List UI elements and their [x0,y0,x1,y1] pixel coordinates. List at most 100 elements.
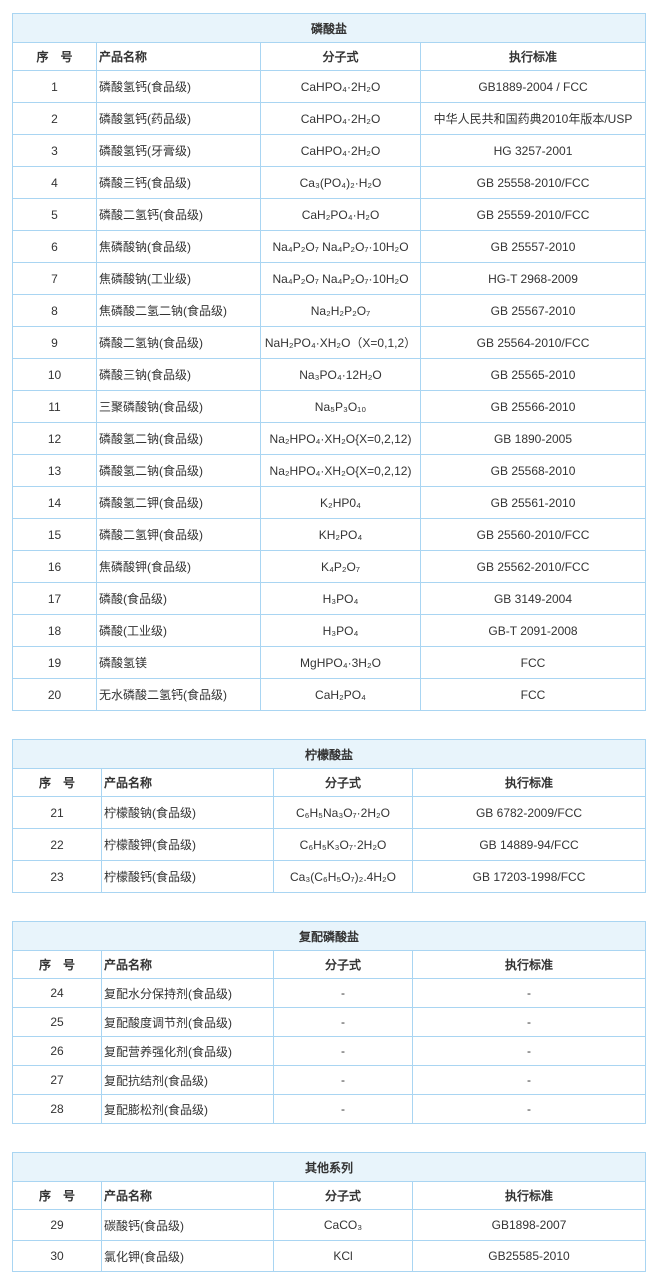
cell-index: 22 [12,828,102,861]
cell-standard: GB 25562-2010/FCC [419,550,647,583]
table-row: 29 碳酸钙(食品级) CaCO₃ GB1898-2007 [12,1209,647,1241]
cell-formula: - [273,978,413,1008]
cell-product-name: 复配膨松剂(食品级) [101,1094,274,1124]
cell-index: 5 [12,198,97,231]
cell-product-name: 磷酸二氢钠(食品级) [96,326,261,359]
column-header-row: 序 号产品名称 分子式 执行标准 [12,1181,647,1210]
cell-index: 2 [12,102,97,135]
table-row: 25 复配酸度调节剂(食品级) - - [12,1007,647,1037]
table-row: 2 磷酸氢钙(药品级) CaHPO₄·2H₂O 中华人民共和国药典2010年版本/US… [12,102,647,135]
cell-index: 4 [12,166,97,199]
cell-standard: - [411,1065,647,1095]
cell-index: 17 [12,582,97,615]
cell-formula: - [273,1065,413,1095]
cell-standard: - [411,1036,647,1066]
table-row: 6 焦磷酸钠(食品级) Na₄P₂O₇ Na₄P₂O₇·10H₂O GB 25557-… [12,230,647,263]
table-row: 10 磷酸三钠(食品级) Na₃PO₄·12H₂O GB 25565-2010 [12,358,647,391]
cell-index: 8 [12,294,97,327]
cell-formula: KCl [273,1240,413,1272]
table-title: 柠檬酸盐 [11,739,647,769]
column-header-name: 产品名称 [96,42,261,71]
cell-formula: - [273,1036,413,1066]
cell-standard: GB 17203-1998/FCC [411,860,647,893]
cell-standard: - [411,1094,647,1124]
column-header-index: 序 号 [12,768,102,797]
cell-index: 23 [12,860,102,893]
cell-product-name: 磷酸三钙(食品级) [96,166,261,199]
table-title: 磷酸盐 [11,13,647,43]
cell-product-name: 磷酸(食品级) [96,582,261,615]
table-row: 30 氯化钾(食品级) KCl GB25585-2010 [12,1240,647,1272]
table-row: 8 焦磷酸二氢二钠(食品级) Na₂H₂P₂O₇ GB 25567-2010 [12,294,647,327]
cell-index: 26 [12,1036,102,1066]
cell-formula: K₄P₂O₇ [260,550,421,583]
cell-index: 29 [12,1209,102,1241]
cell-index: 1 [12,70,97,103]
cell-index: 10 [12,358,97,391]
column-header-standard: 执行标准 [411,1181,647,1210]
cell-product-name: 磷酸二氢钾(食品级) [96,518,261,551]
table-row: 23 柠檬酸钙(食品级) Ca₃(C₆H₅O₇)₂.4H₂O GB 17203-199… [12,860,647,893]
cell-product-name: 磷酸三钠(食品级) [96,358,261,391]
cell-standard: HG-T 2968-2009 [419,262,647,295]
table-row: 12 磷酸氢二钠(食品级) Na₂HPO₄·XH₂O{X=0,2,12) GB 189… [12,422,647,455]
cell-product-name: 磷酸氢钙(食品级) [96,70,261,103]
cell-product-name: 柠檬酸钙(食品级) [101,860,274,893]
cell-formula: CaHPO₄·2H₂O [260,102,421,135]
cell-standard: - [411,1007,647,1037]
cell-index: 6 [12,230,97,263]
table-row: 21 柠檬酸钠(食品级) C₆H₅Na₃O₇·2H₂O GB 6782-2009/FC… [12,796,647,829]
cell-formula: CaHPO₄·2H₂O [260,134,421,167]
column-header-standard: 执行标准 [419,42,647,71]
cell-standard: GB 25560-2010/FCC [419,518,647,551]
column-header-row: 序 号产品名称 分子式 执行标准 [12,768,647,797]
cell-standard: GB 25564-2010/FCC [419,326,647,359]
cell-standard: GB 25557-2010 [419,230,647,263]
cell-index: 7 [12,262,97,295]
cell-product-name: 磷酸(工业级) [96,614,261,647]
product-table: 磷酸盐序 号产品名称 分子式 执行标准 1 磷酸氢钙(食品级) CaHPO₄·2H₂O GB… [11,13,647,711]
cell-index: 14 [12,486,97,519]
cell-formula: Na₅P₃O₁₀ [260,390,421,423]
table-row: 9 磷酸二氢钠(食品级) NaH₂PO₄·XH₂O（X=0,1,2） GB 25564… [12,326,647,359]
cell-product-name: 磷酸氢钙(牙膏级) [96,134,261,167]
column-header-name: 产品名称 [101,950,274,979]
column-header-index: 序 号 [12,950,102,979]
cell-standard: GB 25558-2010/FCC [419,166,647,199]
table-row: 24 复配水分保持剂(食品级) - - [12,978,647,1008]
cell-formula: CaH₂PO₄·H₂O [260,198,421,231]
cell-index: 15 [12,518,97,551]
cell-product-name: 焦磷酸二氢二钠(食品级) [96,294,261,327]
table-row: 26 复配营养强化剂(食品级) - - [12,1036,647,1066]
cell-standard: GB-T 2091-2008 [419,614,647,647]
cell-formula: - [273,1007,413,1037]
cell-index: 3 [12,134,97,167]
cell-product-name: 焦磷酸钠(工业级) [96,262,261,295]
cell-product-name: 三聚磷酸钠(食品级) [96,390,261,423]
table-row: 15 磷酸二氢钾(食品级) KH₂PO₄ GB 25560-2010/FCC [12,518,647,551]
table-title: 其他系列 [11,1152,647,1182]
table-row: 14 磷酸氢二钾(食品级) K₂HP0₄ GB 25561-2010 [12,486,647,519]
table-row: 20 无水磷酸二氢钙(食品级) CaH₂PO₄ FCC [12,678,647,711]
product-table: 柠檬酸盐序 号产品名称 分子式 执行标准 21 柠檬酸钠(食品级) C₆H₅Na₃O₇·2… [11,739,647,893]
column-header-name: 产品名称 [101,1181,274,1210]
cell-standard: GB 25565-2010 [419,358,647,391]
cell-formula: C₆H₅K₃O₇·2H₂O [273,828,413,861]
column-header-name: 产品名称 [101,768,274,797]
cell-formula: H₃PO₄ [260,614,421,647]
column-header-formula: 分子式 [260,42,421,71]
cell-product-name: 磷酸氢二钾(食品级) [96,486,261,519]
cell-product-name: 磷酸氢二钠(食品级) [96,454,261,487]
column-header-row: 序 号产品名称 分子式 执行标准 [12,42,647,71]
cell-standard: GB25585-2010 [411,1240,647,1272]
cell-standard: GB 25567-2010 [419,294,647,327]
column-header-formula: 分子式 [273,950,413,979]
cell-standard: GB 1890-2005 [419,422,647,455]
column-header-row: 序 号产品名称 分子式 执行标准 [12,950,647,979]
cell-formula: H₃PO₄ [260,582,421,615]
cell-formula: CaHPO₄·2H₂O [260,70,421,103]
product-table: 复配磷酸盐序 号产品名称 分子式 执行标准 24 复配水分保持剂(食品级) - -25 复配酸… [11,921,647,1124]
cell-product-name: 复配营养强化剂(食品级) [101,1036,274,1066]
cell-standard: FCC [419,678,647,711]
column-header-standard: 执行标准 [411,950,647,979]
